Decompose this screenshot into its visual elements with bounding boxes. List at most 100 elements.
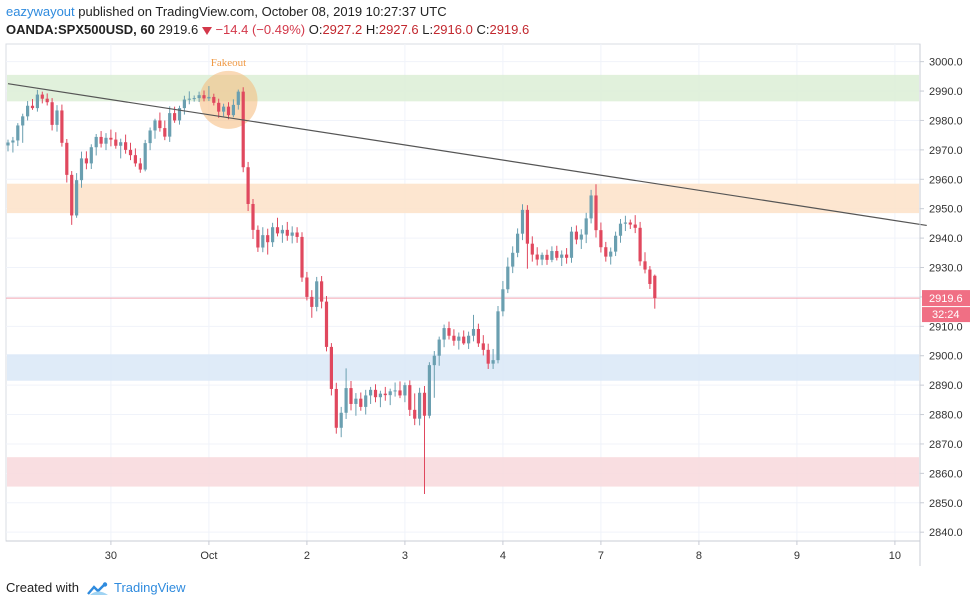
candle[interactable] (462, 336, 466, 344)
candle[interactable] (442, 328, 446, 340)
candle[interactable] (418, 392, 422, 419)
candle[interactable] (21, 116, 25, 126)
candle[interactable] (457, 336, 461, 341)
candle[interactable] (177, 108, 182, 121)
candle[interactable] (6, 142, 10, 146)
candle[interactable] (26, 105, 30, 117)
candle[interactable] (491, 360, 495, 364)
candle[interactable] (104, 137, 108, 144)
trendline[interactable] (7, 83, 927, 227)
candle[interactable] (437, 339, 441, 356)
candle[interactable] (540, 254, 544, 260)
candle[interactable] (565, 254, 569, 258)
candle[interactable] (471, 328, 476, 336)
candle[interactable] (280, 229, 284, 234)
candle[interactable] (452, 335, 456, 341)
candle[interactable] (486, 349, 490, 364)
price-zone[interactable] (7, 74, 919, 102)
candle[interactable] (403, 385, 407, 396)
candle[interactable] (349, 388, 353, 404)
candle[interactable] (623, 222, 627, 224)
price-zone[interactable] (7, 457, 919, 487)
candle[interactable] (364, 395, 368, 407)
candle[interactable] (535, 254, 539, 260)
candle[interactable] (359, 398, 363, 407)
candle[interactable] (70, 174, 74, 216)
candle[interactable] (447, 328, 451, 336)
candle[interactable] (638, 227, 642, 262)
candle[interactable] (432, 355, 436, 366)
candle[interactable] (354, 398, 358, 404)
candle[interactable] (30, 105, 35, 109)
candle[interactable] (207, 96, 211, 99)
candle[interactable] (45, 98, 49, 103)
tradingview-brand[interactable]: TradingView (114, 580, 186, 595)
candle[interactable] (511, 252, 515, 267)
candle[interactable] (16, 125, 20, 141)
candle[interactable] (217, 102, 221, 112)
candle[interactable] (604, 247, 608, 257)
candle[interactable] (579, 234, 583, 240)
candle[interactable] (481, 343, 485, 350)
candle[interactable] (648, 269, 652, 284)
candle[interactable] (182, 99, 186, 109)
candle[interactable] (329, 346, 333, 389)
candle[interactable] (506, 266, 510, 290)
candle[interactable] (530, 243, 534, 255)
candle[interactable] (324, 301, 329, 347)
candle[interactable] (256, 229, 260, 248)
candle[interactable] (143, 143, 147, 170)
candle[interactable] (305, 277, 309, 297)
candle[interactable] (614, 235, 618, 252)
candle[interactable] (133, 155, 137, 164)
candle[interactable] (373, 389, 378, 398)
candle[interactable] (599, 230, 603, 248)
candle[interactable] (173, 113, 177, 121)
candle[interactable] (153, 120, 157, 131)
candle[interactable] (226, 106, 231, 116)
candle[interactable] (50, 102, 54, 125)
candle[interactable] (378, 393, 382, 398)
candle[interactable] (310, 296, 314, 307)
candle[interactable] (398, 390, 402, 396)
candle[interactable] (609, 251, 613, 257)
candle[interactable] (236, 91, 240, 105)
candle[interactable] (79, 158, 84, 181)
candle[interactable] (128, 149, 133, 156)
candle[interactable] (271, 227, 275, 243)
candle[interactable] (124, 142, 128, 150)
candle[interactable] (344, 388, 348, 413)
candle[interactable] (422, 392, 427, 416)
candle[interactable] (11, 140, 15, 143)
candle[interactable] (408, 385, 412, 410)
candle[interactable] (231, 104, 235, 116)
candle[interactable] (643, 261, 647, 270)
candle[interactable] (285, 229, 289, 236)
candle[interactable] (197, 95, 201, 99)
candle[interactable] (496, 311, 500, 361)
candle[interactable] (261, 235, 265, 248)
candle[interactable] (300, 236, 304, 278)
candle[interactable] (501, 289, 505, 312)
candle[interactable] (574, 231, 578, 240)
candle[interactable] (467, 335, 471, 344)
candle[interactable] (168, 113, 172, 137)
candle[interactable] (628, 222, 632, 225)
candle[interactable] (334, 388, 338, 428)
candle[interactable] (295, 232, 299, 237)
candle[interactable] (60, 110, 64, 143)
author-link[interactable]: eazywayout (6, 4, 75, 19)
candle[interactable] (290, 232, 294, 236)
candle[interactable] (320, 281, 324, 302)
candle[interactable] (476, 328, 480, 344)
candle[interactable] (555, 251, 559, 258)
candle[interactable] (114, 139, 118, 146)
candle[interactable] (633, 224, 637, 228)
candle[interactable] (148, 130, 152, 144)
fakeout-highlight[interactable] (199, 70, 258, 129)
candle[interactable] (653, 275, 657, 299)
candle[interactable] (65, 142, 69, 175)
candle[interactable] (516, 233, 520, 253)
candle[interactable] (84, 158, 88, 164)
candle[interactable] (246, 167, 250, 204)
